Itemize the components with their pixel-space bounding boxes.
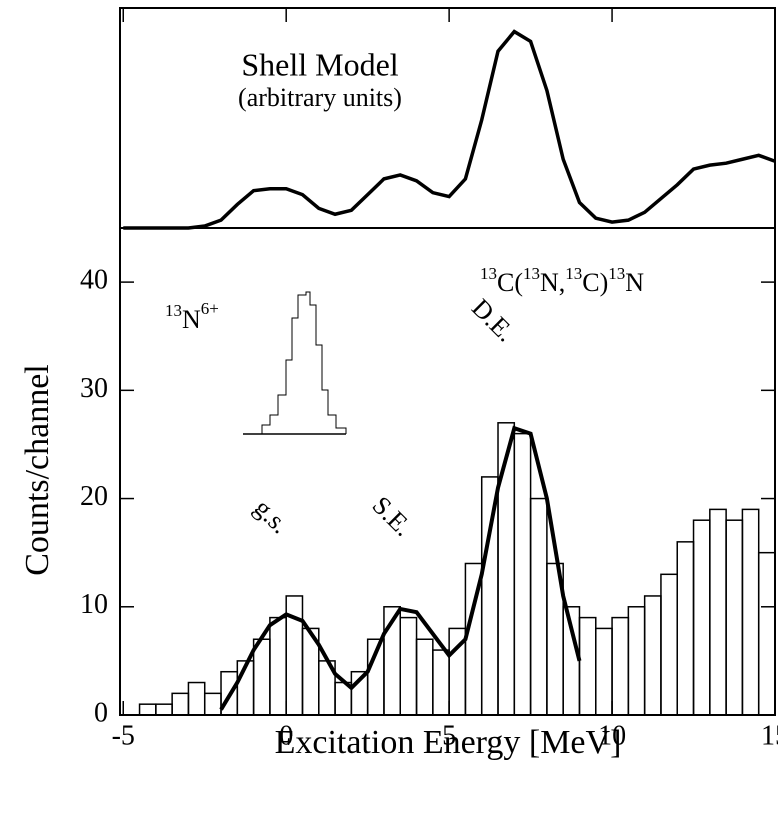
histogram-bar: [513, 432, 532, 716]
x-tick-label: 15: [761, 720, 778, 751]
x-tick-label: -5: [112, 720, 135, 751]
histogram-bar: [399, 616, 418, 716]
histogram-bar: [692, 519, 711, 716]
histogram-bar: [725, 519, 744, 716]
y-tick-label: 40: [80, 265, 108, 296]
histogram-bar: [432, 649, 450, 716]
histogram-bar: [171, 692, 190, 716]
inset-histogram: [243, 291, 347, 435]
histogram-bar: [643, 595, 662, 716]
histogram-bar: [660, 573, 678, 716]
histogram-bar: [595, 627, 613, 716]
peak-label: S.E.: [367, 491, 418, 542]
y-tick-label: 20: [80, 481, 108, 512]
histogram-bar: [187, 681, 206, 716]
reaction-label: 13C(13N,13C)13N: [480, 264, 644, 297]
histogram-bar: [611, 616, 630, 716]
histogram-bar: [269, 616, 287, 716]
histogram-bar: [676, 541, 695, 716]
histogram-bar: [497, 422, 516, 716]
histogram-bar: [252, 638, 271, 716]
histogram-bar: [480, 476, 499, 716]
fit-curve: [219, 425, 582, 711]
shell-model-curve: [123, 29, 776, 230]
x-axis-title: Excitation Energy [MeV]: [275, 724, 622, 761]
y-tick-label: 10: [80, 589, 108, 620]
x-tick-label: 10: [598, 720, 626, 751]
histogram-bar: [578, 616, 597, 716]
histogram-bar: [203, 692, 222, 716]
inset-label: 13N6+: [165, 299, 219, 334]
histogram-bar: [741, 508, 760, 716]
y-tick-label: 0: [94, 697, 108, 728]
histogram-bar: [415, 638, 434, 716]
y-axis-title: Counts/channel: [19, 364, 56, 576]
peak-label: g.s.: [249, 493, 295, 539]
histogram-bar: [529, 497, 548, 716]
histogram-bar: [757, 551, 776, 716]
y-tick-label: 30: [80, 373, 108, 404]
peak-label: D.E.: [466, 293, 520, 347]
histogram-bar: [627, 606, 646, 716]
histogram-bar: [709, 508, 727, 716]
panel-subtitle: (arbitrary units): [238, 83, 402, 112]
x-tick-label: 5: [442, 720, 456, 751]
histogram-bar: [138, 703, 157, 716]
histogram-bar: [155, 703, 173, 716]
x-tick-label: 0: [279, 720, 293, 751]
panel-title: Shell Model: [241, 46, 398, 82]
